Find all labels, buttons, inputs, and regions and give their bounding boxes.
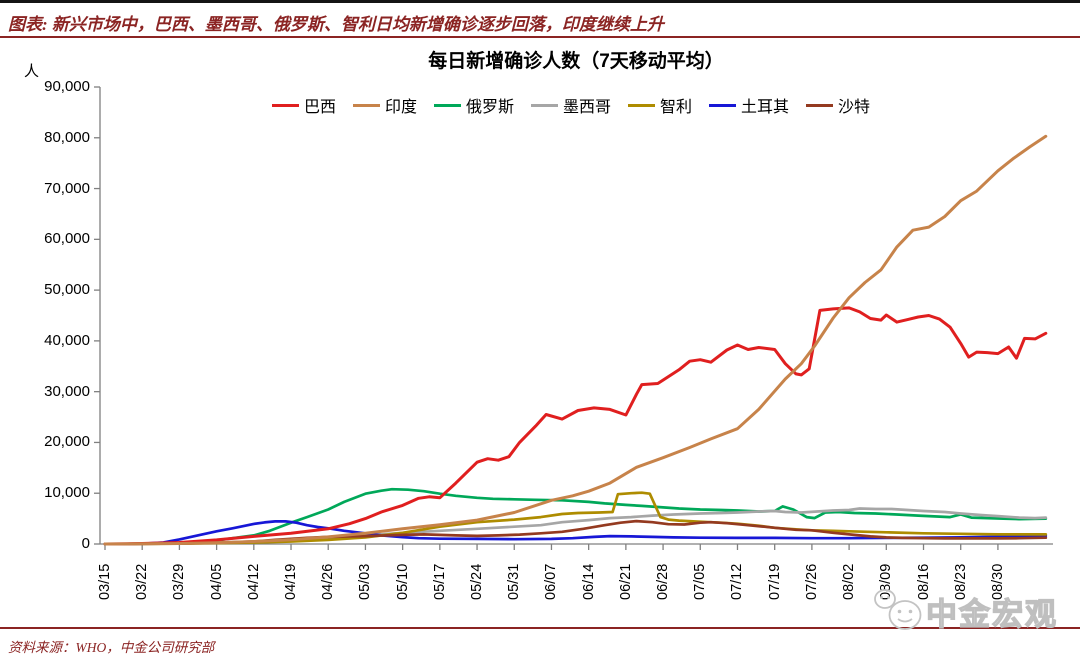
legend-item-label: 沙特 [838,99,871,116]
legend-marker-brazil [271,103,299,107]
x-tick-label: 08/16 [915,563,932,600]
legend-marker-turkey [709,103,737,107]
x-tick-label: 06/28 [655,563,672,600]
x-tick-label: 03/15 [97,563,113,600]
legend-item-chile: 智利 [628,93,692,117]
legend-marker-russia [433,103,461,107]
y-tick-label: 10,000 [44,484,90,502]
x-tick-label: 08/02 [841,563,858,600]
legend-item-russia: 俄罗斯 [433,93,514,117]
x-tick-label: 04/12 [245,563,262,600]
legend-item-label: 巴西 [303,99,336,116]
y-tick-label: 70,000 [44,179,90,197]
legend-item-brazil: 巴西 [271,93,336,117]
top-edge-bar [0,0,1080,3]
series-line-brazil [103,306,1048,546]
x-tick-label: 05/10 [394,563,411,600]
x-tick-label: 06/14 [580,563,597,600]
legend-marker-saudi [806,103,834,107]
legend-item-label: 印度 [384,99,417,116]
x-tick-label: 07/26 [803,563,820,600]
source-note: 资料来源：WHO，中金公司研究部 [8,640,215,655]
legend-item-label: 土耳其 [741,99,790,116]
x-tick-label: 08/09 [878,563,895,600]
legend-item-label: 智利 [660,99,693,116]
y-tick-label: 20,000 [44,433,90,451]
x-tick-label: 04/19 [283,563,300,600]
y-tick-label: 30,000 [44,382,90,400]
series-line-russia [103,487,1048,546]
x-tick-label: 07/12 [729,563,746,600]
legend-item-mexico: 墨西哥 [530,93,611,117]
legend-item-label: 墨西哥 [562,99,611,116]
chart-title: 每日新增确诊人数（7天移动平均） [428,51,724,72]
series-line-turkey [103,520,1048,546]
x-tick-label: 07/05 [692,563,709,600]
x-tick-label: 08/30 [989,563,1006,600]
y-tick-label: 0 [81,535,90,552]
chart-legend: 巴西 印度 俄罗斯 墨西哥 智利 土耳其 沙特 [90,93,1052,117]
legend-item-india: 印度 [352,93,417,117]
source-rule [0,627,1080,629]
x-tick-label: 08/23 [952,563,969,600]
y-tick-label: 40,000 [44,331,90,349]
x-tick-label: 04/26 [320,563,337,600]
x-tick-label: 05/24 [469,563,486,600]
legend-marker-chile [628,103,655,107]
x-tick-label: 06/07 [543,563,560,600]
series-line-india [103,134,1048,546]
x-tick-label: 06/21 [617,563,634,600]
x-tick-label: 05/03 [357,563,374,600]
legend-item-saudi: 沙特 [806,93,870,117]
legend-item-label: 俄罗斯 [465,99,514,116]
x-tick-label: 05/17 [431,563,448,600]
x-tick-label: 07/19 [766,563,783,600]
y-tick-label: 60,000 [44,230,90,248]
y-axis-unit-label: 人 [24,63,40,80]
legend-item-turkey: 土耳其 [709,93,789,117]
y-tick-label: 50,000 [44,281,90,299]
y-tick-label: 90,000 [44,78,90,95]
x-tick-label: 03/22 [134,563,151,600]
legend-marker-mexico [530,103,558,107]
y-tick-label: 80,000 [44,128,90,146]
legend-marker-india [352,103,380,107]
header-rule [0,36,1080,38]
x-tick-label: 04/05 [208,563,225,600]
x-tick-label: 03/29 [171,563,188,600]
x-tick-label: 05/31 [506,563,523,600]
figure-header-title: 图表: 新兴市场中，巴西、墨西哥、俄罗斯、智利日均新增确诊逐步回落，印度继续上升 [8,15,664,34]
